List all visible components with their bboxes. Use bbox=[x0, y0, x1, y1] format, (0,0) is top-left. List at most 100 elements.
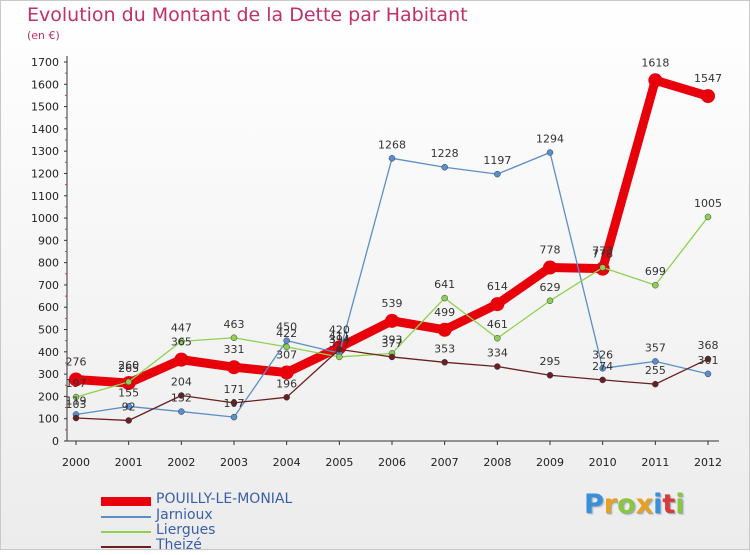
data-label: 1294 bbox=[536, 133, 564, 146]
data-point bbox=[704, 370, 712, 378]
data-point bbox=[388, 353, 396, 361]
data-label: 1197 bbox=[483, 154, 511, 167]
y-tick-label: 1600 bbox=[31, 78, 59, 91]
y-tick-label: 100 bbox=[38, 413, 59, 426]
data-label: 307 bbox=[276, 349, 297, 362]
data-label: 276 bbox=[66, 355, 87, 368]
data-point bbox=[652, 281, 659, 289]
data-label: 614 bbox=[487, 280, 508, 293]
data-point bbox=[283, 343, 290, 351]
x-tick-label: 2006 bbox=[378, 456, 406, 469]
data-label: 204 bbox=[171, 376, 192, 389]
y-tick-label: 1000 bbox=[31, 212, 59, 225]
chart-title: Evolution du Montant de la Dette par Hab… bbox=[27, 4, 468, 26]
legend-label: Jarnioux bbox=[156, 507, 213, 523]
data-point bbox=[72, 414, 80, 422]
data-label: 411 bbox=[329, 329, 350, 342]
y-tick-label: 1700 bbox=[31, 56, 59, 69]
data-point bbox=[230, 334, 238, 342]
data-label: 778 bbox=[592, 248, 613, 261]
logo-letter: t bbox=[662, 489, 676, 520]
data-point bbox=[599, 376, 606, 384]
data-label: 301 bbox=[698, 354, 719, 367]
legend-swatch bbox=[101, 546, 151, 548]
y-tick-label: 300 bbox=[38, 368, 59, 381]
logo-letter: x bbox=[635, 489, 654, 520]
data-point bbox=[441, 163, 448, 171]
data-label: 447 bbox=[171, 321, 192, 334]
logo-letter: o bbox=[617, 489, 636, 520]
x-tick-label: 2011 bbox=[641, 456, 669, 469]
data-label: 353 bbox=[434, 342, 455, 355]
data-point bbox=[546, 149, 554, 156]
y-tick-label: 400 bbox=[38, 346, 59, 359]
logo-letter: r bbox=[603, 489, 618, 520]
data-point bbox=[385, 313, 399, 328]
data-point bbox=[494, 334, 501, 342]
data-point bbox=[125, 417, 132, 424]
y-tick-label: 1300 bbox=[31, 145, 59, 158]
data-label: 539 bbox=[382, 297, 403, 310]
logo-letter: i bbox=[675, 489, 685, 520]
data-label: 699 bbox=[645, 265, 666, 278]
data-point bbox=[283, 394, 290, 401]
data-label: 778 bbox=[540, 244, 561, 257]
data-point bbox=[336, 346, 343, 353]
data-point bbox=[230, 413, 238, 421]
data-point bbox=[546, 371, 554, 379]
data-point bbox=[437, 322, 452, 337]
data-point bbox=[494, 170, 501, 178]
data-label: 197 bbox=[66, 377, 87, 390]
data-label: 1268 bbox=[378, 138, 406, 151]
data-point bbox=[546, 297, 554, 305]
data-label: 107 bbox=[224, 397, 245, 410]
logo-letter: P bbox=[584, 489, 604, 520]
data-label: 773 bbox=[592, 245, 613, 258]
data-label: 377 bbox=[329, 337, 350, 350]
data-point bbox=[178, 338, 185, 345]
x-tick-label: 2004 bbox=[273, 456, 301, 469]
data-label: 103 bbox=[66, 398, 87, 411]
data-label: 499 bbox=[434, 306, 455, 319]
x-tick-label: 2005 bbox=[325, 456, 353, 469]
data-point bbox=[125, 378, 132, 386]
y-tick-label: 500 bbox=[38, 324, 59, 337]
data-label: 155 bbox=[118, 386, 139, 399]
data-label: 331 bbox=[224, 343, 245, 356]
data-label: 377 bbox=[382, 337, 403, 350]
data-label: 255 bbox=[645, 364, 666, 377]
x-tick-label: 2009 bbox=[536, 456, 564, 469]
data-point bbox=[648, 73, 663, 88]
data-point bbox=[599, 264, 606, 271]
data-point bbox=[72, 393, 80, 401]
y-tick-label: 900 bbox=[38, 234, 59, 247]
data-label: 641 bbox=[434, 278, 455, 291]
x-tick-label: 2000 bbox=[62, 456, 90, 469]
data-point bbox=[178, 408, 185, 415]
data-label: 334 bbox=[487, 347, 508, 360]
data-label: 357 bbox=[645, 341, 666, 354]
x-tick-label: 2007 bbox=[431, 456, 459, 469]
data-point bbox=[69, 372, 83, 387]
data-label: 463 bbox=[224, 318, 245, 331]
data-point bbox=[599, 365, 606, 372]
legend-label: Liergues bbox=[156, 522, 216, 538]
data-label: 326 bbox=[592, 348, 613, 361]
data-label: 171 bbox=[224, 383, 245, 396]
data-point bbox=[543, 260, 557, 275]
data-point bbox=[441, 294, 448, 302]
data-point bbox=[388, 155, 396, 162]
y-tick-label: 0 bbox=[52, 435, 59, 448]
y-tick-label: 1400 bbox=[31, 123, 59, 136]
data-label: 92 bbox=[122, 400, 136, 413]
legend-swatch bbox=[101, 531, 151, 533]
data-point bbox=[227, 360, 241, 375]
data-label: 274 bbox=[592, 360, 613, 373]
y-tick-label: 1100 bbox=[31, 190, 59, 203]
data-label: 1547 bbox=[694, 72, 722, 85]
data-label: 629 bbox=[540, 281, 561, 294]
data-label: 461 bbox=[487, 318, 508, 331]
legend-label: POUILLY-LE-MONIAL bbox=[156, 491, 293, 507]
